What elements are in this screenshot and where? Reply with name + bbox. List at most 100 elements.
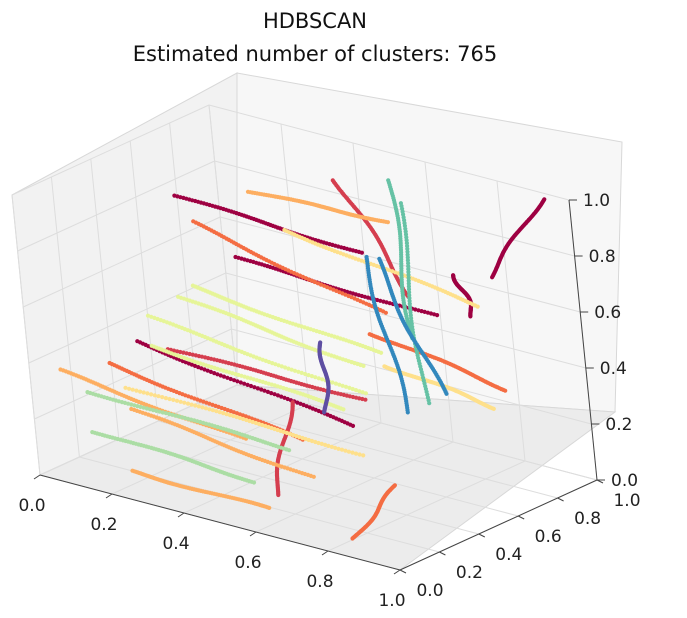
trajectory-point [384,300,389,305]
trajectory-point [323,442,328,447]
trajectory-point [361,453,366,458]
trajectory-point [241,416,246,422]
trajectory-point [379,350,384,355]
floor-grid-y-3 [158,420,519,517]
y-tick-label: 0.6 [535,527,562,547]
trajectory-point [333,445,338,450]
trajectory-point [275,393,280,398]
trajectory-point [350,386,355,392]
trajectory-point [292,368,298,373]
trajectory-point [252,385,257,390]
trajectory-point [227,413,233,418]
trajectory-point [346,449,351,454]
trajectory-point [285,396,290,402]
trajectory-13 [129,406,316,479]
x-tick-mark [105,493,113,499]
axis-lines [39,199,598,571]
y-axis-line [399,479,598,571]
y-tick-label: 0.4 [495,545,522,565]
trajectory-point [225,375,230,380]
trajectory-point [212,371,217,376]
trajectory-point [196,404,201,409]
trajectory-point [282,395,287,400]
trajectory-point [147,407,153,412]
back-grid-x-4 [496,180,526,462]
trajectory-27 [377,256,449,396]
y-tick-mark [478,533,486,538]
y-tick-mark [399,569,407,574]
x-axis-line [39,474,401,571]
trajectory-point [163,411,169,416]
trajectory-point [208,369,213,374]
trajectory-point [202,367,207,372]
trajectory-point [326,443,331,448]
trajectory-point [255,386,260,391]
trajectory-point [130,387,135,392]
trajectory-8 [191,219,388,315]
trajectory-point [350,450,355,455]
trajectory-point [361,363,366,368]
trajectory-point [237,415,242,421]
trajectory-point [251,480,257,485]
trajectory-point [193,403,198,408]
x-tick-mark [321,550,329,556]
trajectory-point [163,396,168,401]
trajectory-23 [85,390,292,453]
trajectory-point [542,197,547,202]
trajectory-point [245,382,250,387]
trajectory-point [503,388,508,393]
z-tick-label: 1.0 [583,191,610,211]
trajectory-point [199,366,204,371]
trajectory-point [385,220,390,225]
trajectory-point [444,391,449,396]
left-grid-z-3 [22,216,221,308]
trajectory-point [350,536,355,541]
trajectory-point [320,377,325,382]
trajectory-point [333,381,338,386]
trajectory-point [269,391,274,396]
trajectory-6 [165,347,368,402]
trajectory-point [127,386,132,391]
trajectory-point [262,388,267,393]
trajectory-point [343,448,348,453]
left-grid-y-0 [11,194,41,476]
trajectory-15 [130,468,272,510]
trajectory-point [151,408,156,413]
trajectory-21 [190,283,384,355]
y-tick-label: 0.0 [416,581,443,601]
trajectory-point [167,396,172,402]
trajectory-point [170,412,175,417]
trajectory-point [149,392,154,397]
trajectory-point [322,410,327,415]
left-grid-y-1 [50,176,80,458]
x-tick-label: 0.4 [162,534,189,554]
trajectory-point [427,401,432,406]
floor-grid-x-3 [255,441,454,533]
trajectory-point [341,407,346,412]
trajectory-point [316,440,321,446]
trajectory-point [182,400,187,405]
trajectory-point [353,388,359,393]
trajectory-point [234,414,239,420]
x-tick-mark [393,569,401,575]
trajectory-point [145,391,150,396]
back-grid-x-3 [424,161,454,443]
trajectory-point [145,313,151,318]
trajectory-point [231,413,236,419]
trajectory-point [248,383,254,389]
trajectory-point [181,350,186,355]
trajectory-point [336,446,341,451]
back-grid-x-1 [280,123,310,405]
trajectory-point [329,444,334,449]
trajectory-point [491,406,496,411]
trajectory-point [155,316,160,322]
trajectory-point [337,382,342,387]
trajectory-point [259,387,264,392]
trajectory-point [276,492,281,498]
trajectory-point [238,380,243,385]
trajectory-22 [149,343,346,412]
trajectory-point [311,474,316,479]
trajectory-point [203,406,208,411]
trajectory-point [192,363,198,368]
trajectory-point [359,250,364,255]
